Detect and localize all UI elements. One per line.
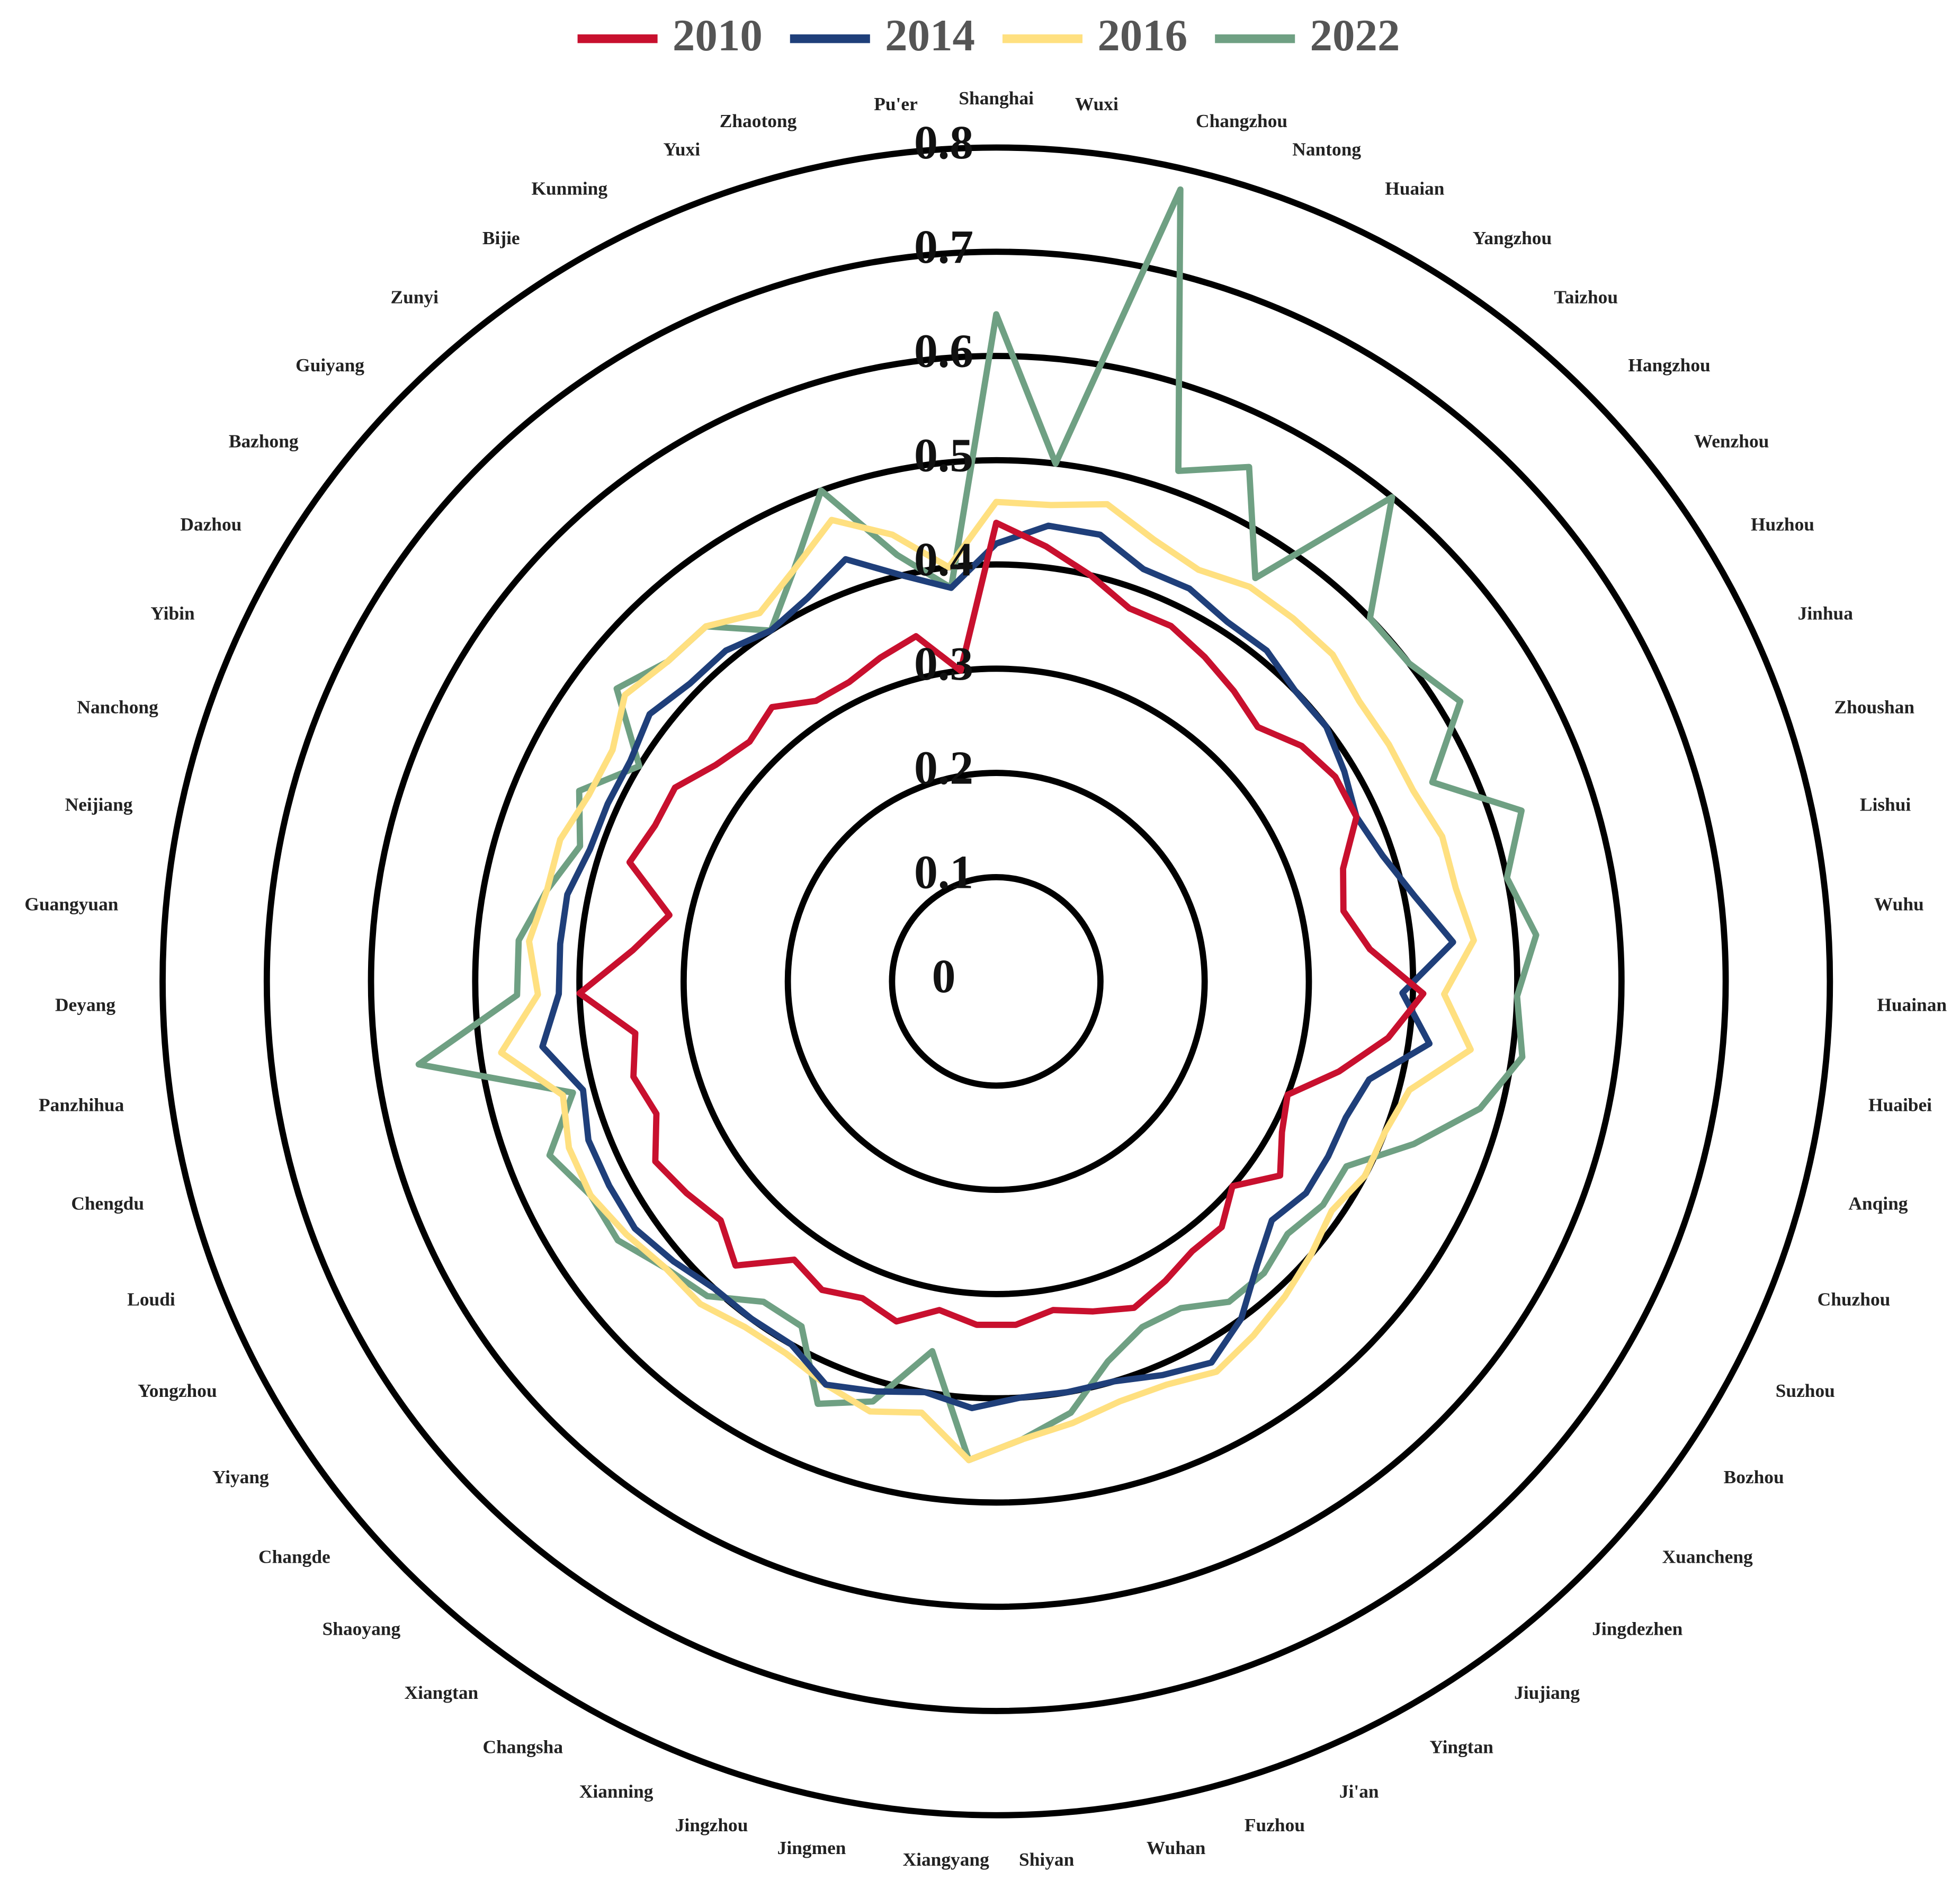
grid-ring [576,561,1417,1402]
category-label: Yangzhou [1473,227,1552,248]
category-label: Changsha [483,1736,563,1758]
category-label: Taizhou [1554,287,1618,308]
r-tick-label: 0 [932,950,956,1003]
r-tick-label: 0.8 [914,117,973,169]
category-label: Neijiang [65,794,133,815]
series-line [539,522,1456,1411]
category-label: Chuzhou [1818,1288,1891,1309]
category-label: Pu'er [874,93,918,114]
category-label: Jiujiang [1514,1682,1580,1703]
legend-label: 2016 [1097,11,1187,60]
category-label: Huaibei [1868,1094,1932,1116]
category-label: Yiyang [212,1466,269,1487]
category-label: Changde [258,1546,330,1567]
grid-ring [784,770,1208,1193]
category-label: Anqing [1848,1193,1908,1214]
category-label: Zhoushan [1834,697,1915,718]
category-label: Hangzhou [1628,354,1710,376]
category-label: Loudi [127,1288,175,1309]
r-tick-label: 0.4 [914,533,973,586]
category-label: Lishui [1860,794,1911,815]
category-label: Kunming [531,178,607,199]
category-label: Huainan [1877,994,1947,1015]
category-label: Suzhou [1776,1380,1835,1401]
series-line [576,520,1427,1328]
legend-label: 2022 [1310,11,1400,60]
category-label: Xuancheng [1662,1546,1753,1567]
category-label: Jinhua [1798,603,1854,624]
category-label: Changzhou [1196,110,1287,131]
grid-ring [472,457,1520,1506]
plot-area [415,186,1540,1464]
category-label: Deyang [55,994,115,1015]
category-label: Nantong [1292,139,1361,160]
category-label: Xiangyang [903,1849,990,1870]
category-label: Yuxi [664,139,701,160]
category-label: Nanchong [77,697,158,718]
category-label: Xianning [579,1780,654,1802]
labels: 0 0.1 0.2 0.3 0.4 0.5 0.6 0.7 0.8 Shanghai Wuxi Cha… [24,87,1947,1870]
grid-ring [889,874,1104,1089]
category-label: Ji'an [1339,1780,1379,1802]
legend-label: 2014 [885,11,975,60]
category-label: Shaoyang [323,1618,401,1639]
legend: 2010 2014 2016 2022 [577,11,1400,60]
category-label: Yongzhou [138,1380,217,1401]
grid-ring [680,665,1312,1297]
category-label: Yingtan [1429,1736,1493,1758]
category-label: Jingzhou [675,1814,748,1835]
grid-ring [159,144,1833,1819]
category-label: Zhaotong [720,110,797,131]
category-label: Chengdu [71,1193,144,1214]
category-label: Wuxi [1075,93,1118,114]
category-label: Jingmen [777,1837,846,1858]
category-label: Guiyang [296,354,364,376]
grid-ring [263,248,1729,1714]
category-label: Guangyuan [24,893,118,914]
grid [159,144,1833,1819]
legend-label: 2010 [673,11,763,60]
category-label: Bazhong [229,431,299,452]
category-label: Wenzhou [1694,431,1769,452]
category-label: Huzhou [1751,514,1814,535]
grid-ring [368,353,1625,1610]
r-tick-label: 0.5 [914,429,973,482]
category-label: Wuhan [1147,1837,1206,1858]
category-label: Fuzhou [1245,1814,1305,1835]
category-label: Zunyi [390,287,438,308]
category-label: Bozhou [1724,1466,1784,1487]
category-label: Shiyan [1019,1849,1075,1870]
series-line [498,498,1477,1464]
r-tick-label: 0.2 [914,742,973,795]
category-label: Jingdezhen [1592,1618,1682,1639]
r-tick-label: 0.3 [914,638,973,690]
category-label: Huaian [1385,178,1444,199]
r-tick-label: 0.6 [914,325,973,378]
r-tick-label: 0.1 [914,846,973,898]
category-label: Wuhu [1874,893,1924,914]
category-label: Xiangtan [405,1682,479,1703]
category-label: Shanghai [959,87,1034,109]
category-label: Yibin [150,603,195,624]
category-label: Panzhihua [39,1094,124,1116]
r-tick-label: 0.7 [914,221,973,273]
category-label: Dazhou [180,514,241,535]
category-label: Bijie [482,227,520,248]
